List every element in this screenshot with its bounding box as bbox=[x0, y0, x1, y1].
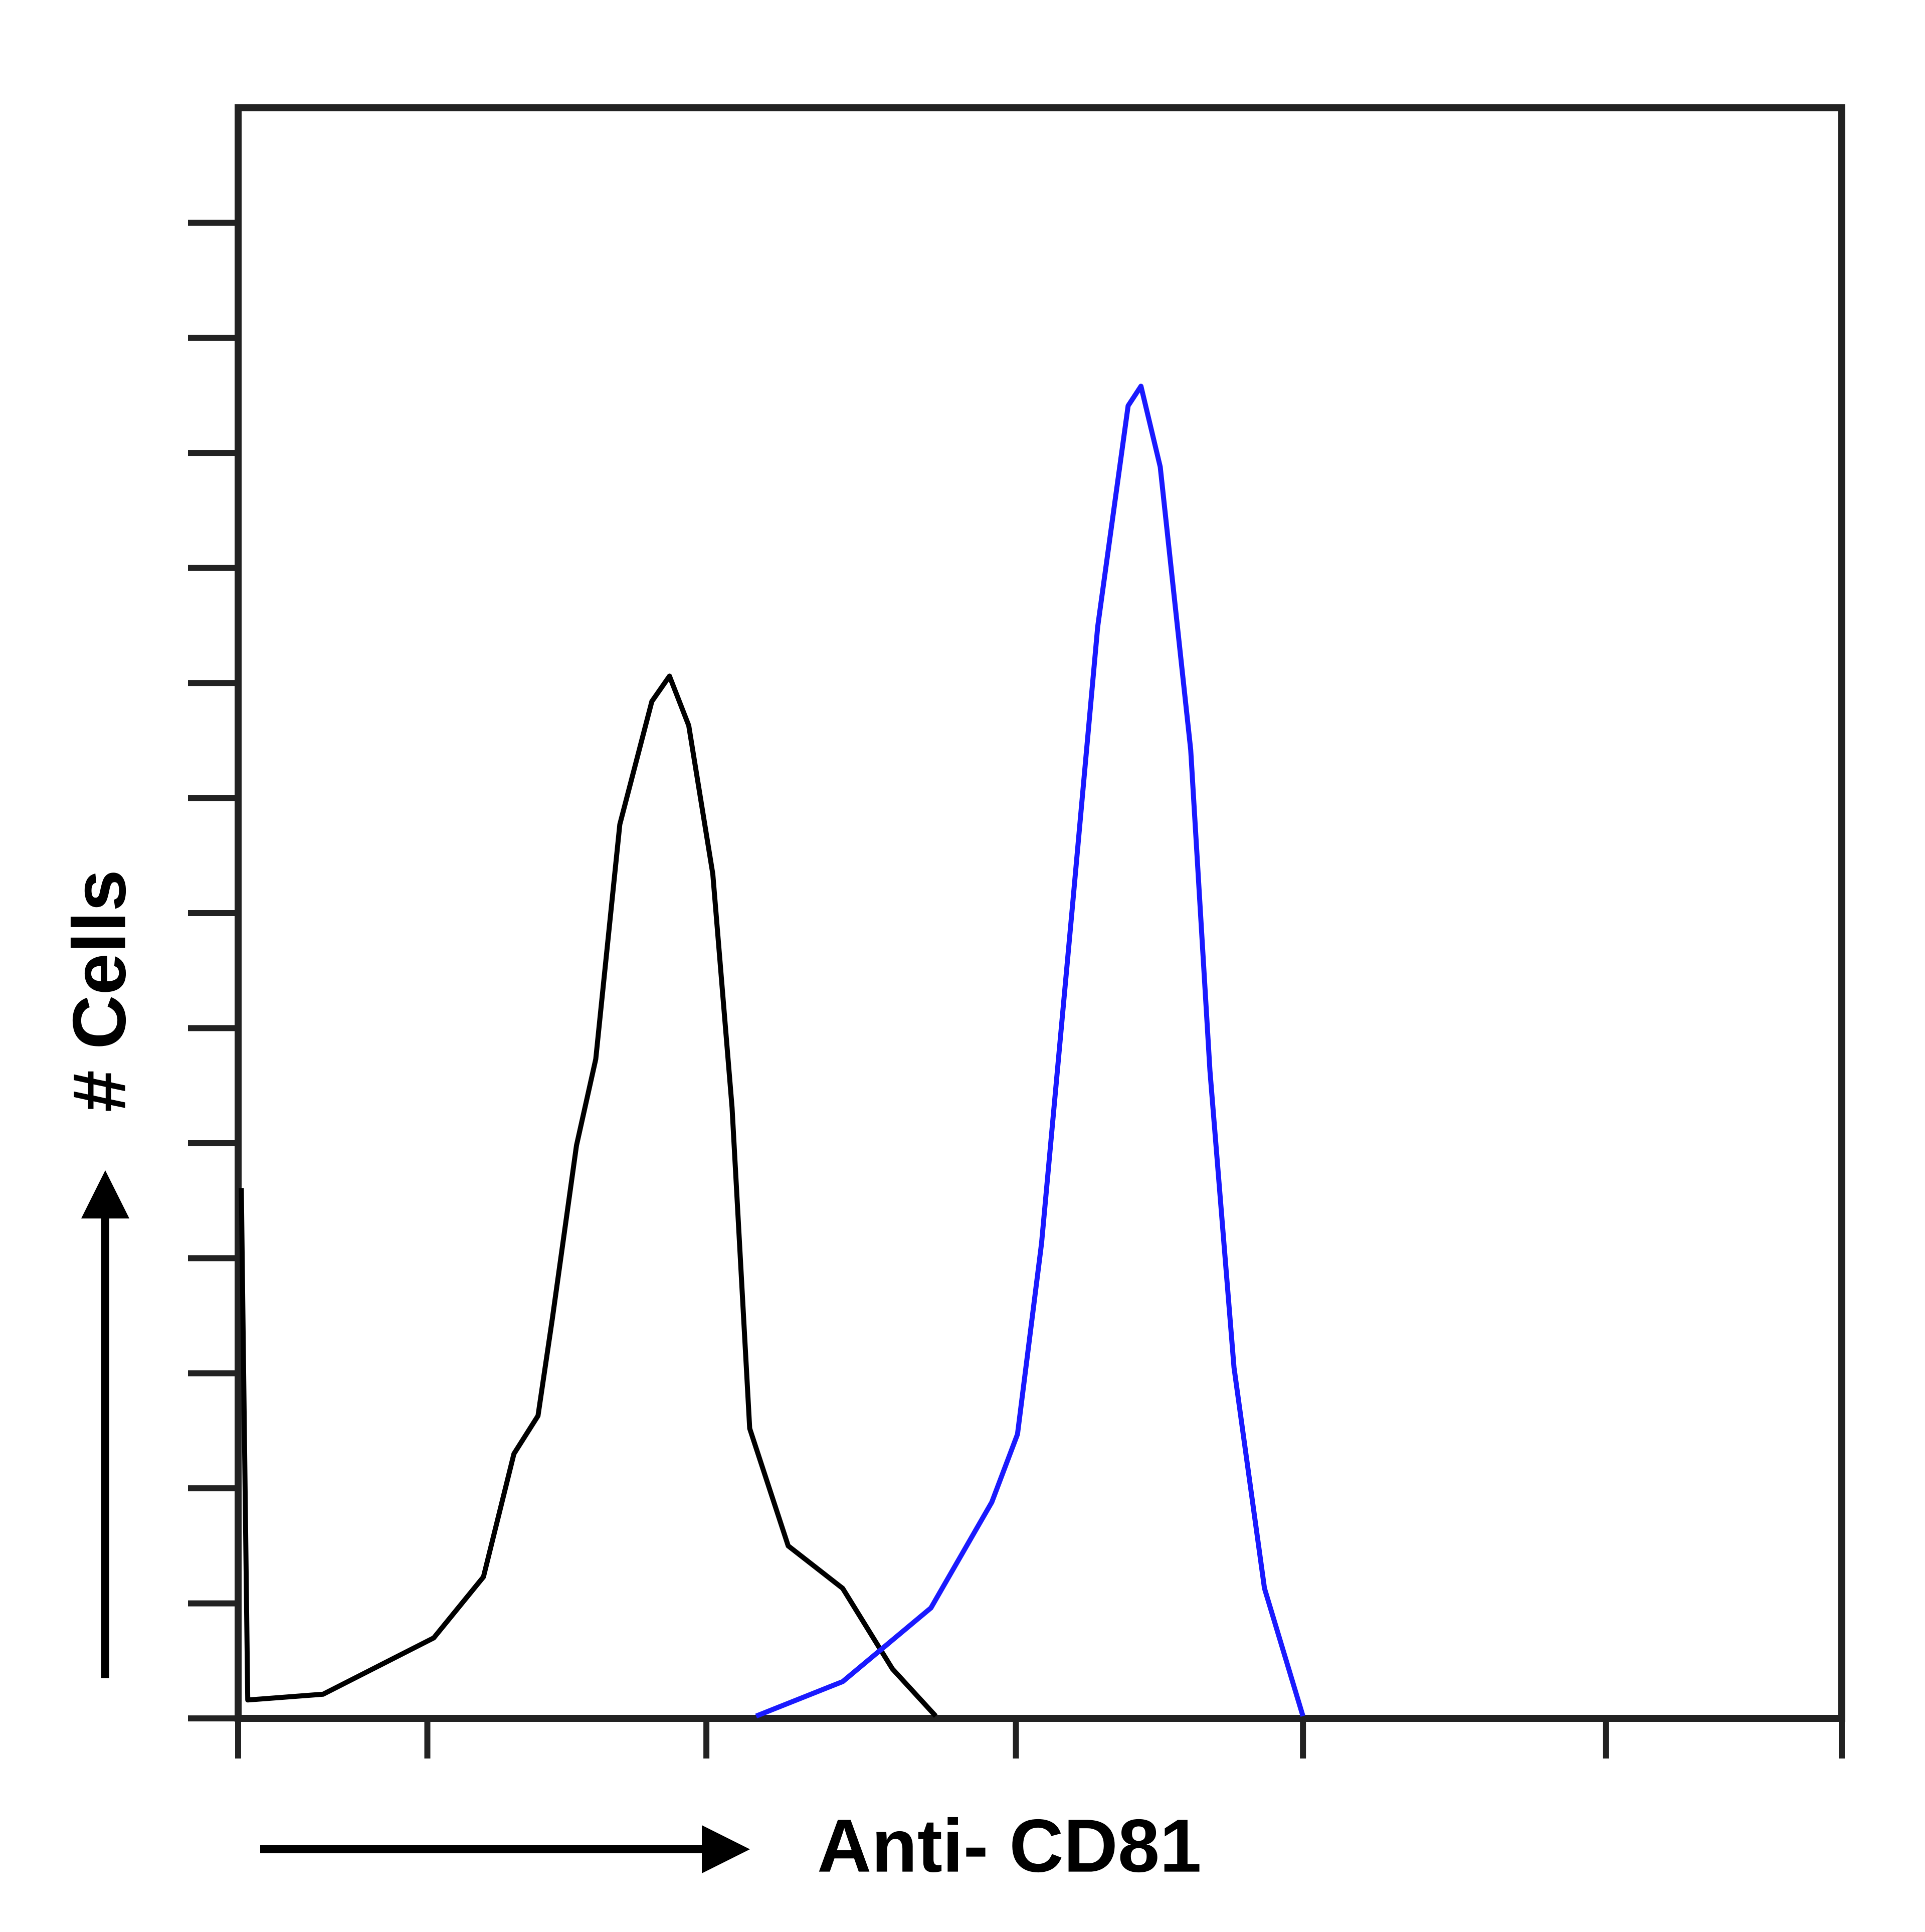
plot-frame bbox=[238, 108, 1842, 1718]
chart: # Cells Anti- CD81 bbox=[0, 0, 1925, 1932]
y-axis-label: # Cells bbox=[57, 869, 141, 1112]
series-line bbox=[756, 386, 1303, 1716]
series-line bbox=[241, 676, 935, 1716]
x-axis-label: Anti- CD81 bbox=[817, 1804, 1202, 1888]
